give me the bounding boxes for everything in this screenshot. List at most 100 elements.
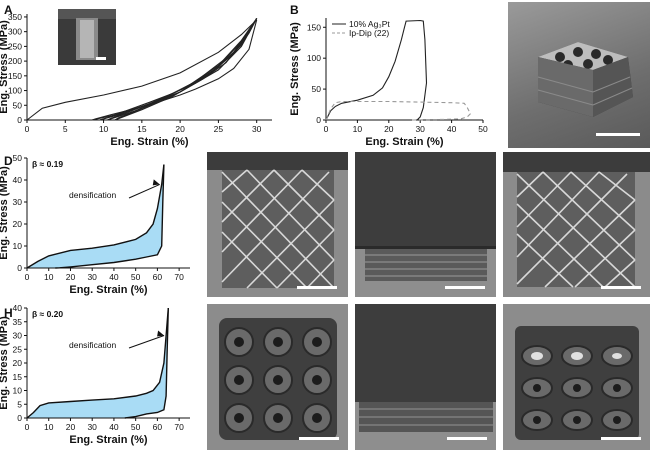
unloading-curve — [124, 307, 169, 419]
callout-arrow-line — [128, 183, 160, 199]
micrograph-k — [503, 304, 650, 450]
series-line-0 — [325, 19, 428, 121]
x-tick-label: 30 — [87, 422, 97, 432]
panel-label-d: D — [4, 154, 13, 168]
y-tick-label: 10 — [13, 386, 23, 396]
scale-bar-e — [297, 286, 337, 289]
x-tick-label: 30 — [415, 124, 425, 134]
scale-bar-j — [447, 437, 487, 440]
x-axis-label: Eng. Strain (%) — [69, 284, 148, 296]
x-tick-label: 40 — [109, 272, 119, 282]
series-line-5 — [107, 18, 258, 121]
x-tick-label: 20 — [66, 422, 76, 432]
y-tick-label: 0 — [316, 115, 321, 125]
scale-bar-i — [299, 437, 339, 440]
y-tick-label: 15 — [13, 372, 23, 382]
x-tick-label: 20 — [175, 124, 185, 134]
legend-label-0: 10% Ag₃Pt — [349, 19, 390, 29]
x-tick-label: 70 — [174, 272, 184, 282]
y-tick-label: 0 — [17, 263, 22, 273]
x-tick-label: 40 — [447, 124, 457, 134]
y-tick-label: 100 — [8, 86, 22, 96]
lattice-structure-c — [537, 42, 633, 117]
loading-curve — [26, 307, 169, 419]
y-tick-label: 40 — [13, 175, 23, 185]
x-tick-label: 60 — [153, 272, 163, 282]
lattice-pattern-g — [516, 171, 636, 288]
series-line-1 — [325, 100, 472, 121]
micrograph-f — [355, 152, 496, 297]
micrograph-e — [207, 152, 348, 297]
legend-label-1: Ip-Dip (22) — [349, 28, 389, 38]
compressed-lattice-f — [365, 254, 487, 277]
x-tick-label: 0 — [25, 124, 30, 134]
y-tick-label: 0 — [17, 115, 22, 125]
y-tick-label: 50 — [13, 153, 23, 163]
x-tick-label: 70 — [174, 422, 184, 432]
x-tick-label: 10 — [44, 272, 54, 282]
y-axis-label: Eng. Stress (MPa) — [0, 20, 10, 114]
x-tick-label: 40 — [109, 422, 119, 432]
x-tick-label: 15 — [137, 124, 147, 134]
y-tick-label: 150 — [8, 71, 22, 81]
series-line-6 — [107, 18, 258, 121]
scale-bar-g — [601, 286, 641, 289]
callout-arrowhead — [157, 330, 165, 337]
lattice-pattern-e — [221, 169, 335, 289]
panel-label-b: B — [290, 3, 299, 17]
y-tick-label: 350 — [8, 12, 22, 22]
x-tick-label: 10 — [99, 124, 109, 134]
x-tick-label: 30 — [252, 124, 262, 134]
x-axis-label: Eng. Strain (%) — [110, 136, 189, 148]
x-tick-label: 0 — [324, 124, 329, 134]
unloading-curve — [55, 164, 165, 269]
y-axis-label: Eng. Stress (MPa) — [0, 166, 10, 260]
y-tick-label: 10 — [13, 241, 23, 251]
y-tick-label: 25 — [13, 344, 23, 354]
y-axis-label: Eng. Stress (MPa) — [0, 316, 10, 410]
x-tick-label: 50 — [131, 272, 141, 282]
y-tick-label: 0 — [17, 413, 22, 423]
x-tick-label: 0 — [25, 422, 30, 432]
cell-array-k — [521, 345, 633, 431]
y-tick-label: 300 — [8, 27, 22, 37]
panel-label-a: A — [4, 3, 13, 17]
x-tick-label: 50 — [131, 422, 141, 432]
x-tick-label: 5 — [63, 124, 68, 134]
y-tick-label: 50 — [13, 100, 23, 110]
scale-bar-c — [596, 133, 640, 136]
y-tick-label: 20 — [13, 219, 23, 229]
densification-callout: densification — [69, 340, 117, 350]
series-line-1 — [91, 19, 258, 121]
callout-arrow-line — [128, 335, 165, 349]
x-tick-label: 10 — [353, 124, 363, 134]
x-tick-label: 60 — [153, 422, 163, 432]
y-tick-label: 40 — [13, 303, 23, 313]
x-tick-label: 0 — [25, 272, 30, 282]
x-tick-label: 50 — [478, 124, 488, 134]
y-tick-label: 200 — [8, 56, 22, 66]
micrograph-i — [207, 304, 348, 450]
y-tick-label: 5 — [17, 399, 22, 409]
micrograph-c — [508, 2, 650, 148]
y-tick-label: 20 — [13, 358, 23, 368]
chart-b: 0 10 20 30 40 50 0 50 100 150 Eng. Strain (%) Eng. … — [289, 18, 488, 148]
x-axis-label: Eng. Strain (%) — [69, 434, 148, 446]
hysteresis-area-h — [27, 308, 169, 418]
hysteresis-area-d — [27, 164, 164, 268]
y-tick-label: 100 — [307, 53, 321, 63]
loading-curve — [26, 164, 165, 269]
x-tick-label: 30 — [87, 272, 97, 282]
y-tick-label: 30 — [13, 331, 23, 341]
beta-annotation: β ≈ 0.20 — [32, 309, 63, 319]
series-line-8 — [114, 18, 258, 121]
x-tick-label: 10 — [44, 422, 54, 432]
x-axis-label: Eng. Strain (%) — [365, 136, 444, 148]
densification-callout: densification — [69, 190, 117, 200]
chart-h: 0 10 20 30 40 50 60 70 0 5 10 15 20 25 30 35 40 Eng. Stra… — [0, 303, 190, 446]
x-tick-label: 25 — [214, 124, 224, 134]
cell-array-i — [224, 327, 332, 433]
y-tick-label: 50 — [312, 84, 322, 94]
panel-label-h: H — [4, 306, 13, 320]
